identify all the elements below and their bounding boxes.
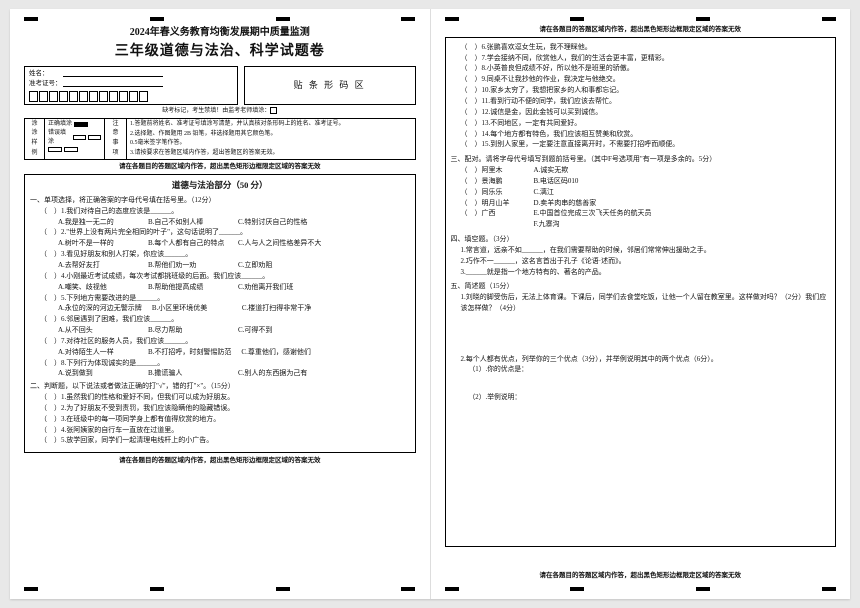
name-line[interactable]: [63, 70, 163, 77]
align-marks-top-r: [445, 17, 837, 23]
q2-block: 二、判断题，以下说法或者做法正确的打"√"，错的打"×"。（15分） （ ）1.…: [30, 381, 410, 446]
candidate-fields: 姓名： 准考证号：: [24, 66, 238, 105]
warn-top-left: 请在各题目的答题区域内作答，超出黑色矩形边框限定区域的答案无效: [24, 162, 416, 172]
right-content: （ ）6.张鹏喜欢逗女生玩，我不理睬他。 （ ）7.学会接纳不同，欣赏他人，我们…: [445, 37, 837, 547]
name-label: 姓名：: [29, 69, 63, 79]
instr-col3: 注意事项: [105, 119, 127, 160]
q2-head: 二、判断题，以下说法或者做法正确的打"√"，错的打"×"。（15分）: [30, 381, 410, 392]
q5-2b: （2）.举例说明：: [451, 393, 831, 404]
left-content: 道德与法治部分（50 分） 一、单项选择，将正确答案的字母代号填在括号里。（12…: [24, 174, 416, 454]
candidate-info-row: 姓名： 准考证号： 贴 条 形 码 区: [24, 66, 416, 105]
instr-fill-sample: 正确填涂 错误填涂: [45, 119, 105, 160]
q3-match: （ ）阿里木 （ ）景海鹏 （ ）同乐乐 （ ）明月山羊 （ ）广西 A.诚实无…: [451, 165, 831, 230]
warn-top-right: 请在各题目的答题区域内作答，超出黑色矩形边框限定区域的答案无效: [445, 25, 837, 35]
q5-2a: （1）.你的优点是：: [451, 365, 831, 376]
absent-checkbox[interactable]: [270, 107, 277, 114]
q5-2: 2.每个人都有优点，列举你的三个优点（3分），并举例说明其中的两个优点（6分）。: [451, 354, 831, 365]
q5-head: 五、简述题（15分）: [451, 281, 831, 292]
warn-bot-left: 请在各题目的答题区域内作答，超出黑色矩形边框限定区域的答案无效: [24, 456, 416, 466]
q5-1: 1.刘晓的脚受伤后，无法上体育课。下课后，同学们去食堂吃饭，让他一个人留在教室里…: [451, 292, 831, 314]
absent-mark-note: 缺考标记，考生禁填！由监考老师填涂：: [24, 107, 416, 116]
exam-sheet: 2024年春义务教育均衡发展期中质量监测 三年级道德与法治、科学试题卷 姓名： …: [10, 9, 850, 599]
page-left: 2024年春义务教育均衡发展期中质量监测 三年级道德与法治、科学试题卷 姓名： …: [10, 9, 431, 599]
q1-block: 一、单项选择，将正确答案的字母代号填在括号里。（12分） （ ）1.我们对待自己…: [30, 195, 410, 379]
align-marks-top: [24, 17, 416, 23]
q4-head: 四、填空题。（3分）: [451, 234, 831, 245]
instr-col1: 涂涂样例: [25, 119, 45, 160]
id-line[interactable]: [63, 80, 163, 87]
section-title: 道德与法治部分（50 分）: [30, 179, 410, 192]
barcode-zone: 贴 条 形 码 区: [244, 66, 416, 105]
q1-head: 一、单项选择，将正确答案的字母代号填在括号里。（12分）: [30, 195, 410, 206]
title-line2: 三年级道德与法治、科学试题卷: [24, 41, 416, 62]
id-label: 准考证号：: [29, 79, 63, 89]
align-marks-bot-left: [24, 587, 416, 593]
instruction-table: 涂涂样例 正确填涂 错误填涂 注意事项 1.答题前将姓名、准考证号填涂写清楚，并…: [24, 118, 416, 161]
instr-rules: 1.答题前将姓名、准考证号填涂写清楚，并认真核对条形码上的姓名、准考证号。 2.…: [127, 119, 415, 160]
id-boxes[interactable]: [29, 91, 233, 102]
q3-head: 三、配对。请将字母代号填写到题前括号里。（其中F号选项用"有一项是多余的。5分）: [451, 154, 831, 165]
warn-bot-right: 请在各题目的答题区域内作答，超出黑色矩形边框限定区域的答案无效: [445, 571, 837, 581]
align-marks-bot-right: [445, 587, 837, 593]
page-right: 请在各题目的答题区域内作答，超出黑色矩形边框限定区域的答案无效 （ ）6.张鹏喜…: [431, 9, 851, 599]
title-line1: 2024年春义务教育均衡发展期中质量监测: [24, 25, 416, 40]
